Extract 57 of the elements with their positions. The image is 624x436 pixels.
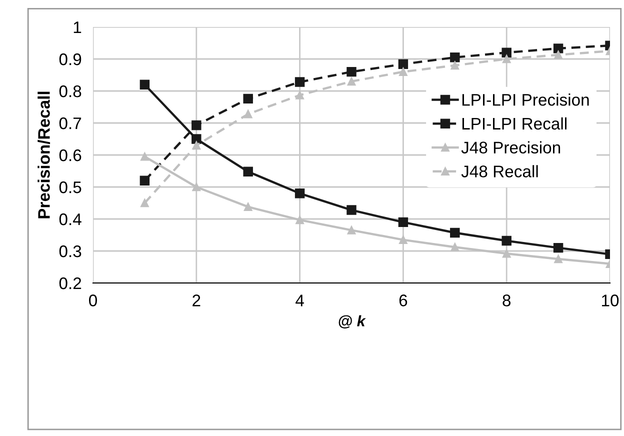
point xyxy=(140,176,150,186)
point xyxy=(294,188,305,198)
point xyxy=(502,236,512,246)
point xyxy=(243,166,253,176)
point xyxy=(244,110,252,118)
x-tick-label: 8 xyxy=(502,294,511,306)
point xyxy=(450,52,460,62)
y-tick-label: 0.3 xyxy=(59,245,82,258)
point xyxy=(346,66,356,77)
point xyxy=(244,202,252,212)
y-tick-label: 0.6 xyxy=(59,149,82,162)
point xyxy=(294,77,305,87)
point xyxy=(347,77,356,86)
x-tick-label: 10 xyxy=(602,294,619,306)
point xyxy=(502,249,511,258)
point xyxy=(192,120,202,130)
y-tick-label: 1 xyxy=(74,22,82,34)
y-tick-label: 0.5 xyxy=(59,181,82,194)
point xyxy=(450,242,460,252)
x-tick-label: 2 xyxy=(192,294,200,306)
point xyxy=(192,141,201,150)
x-axis-title: @ k xyxy=(338,315,366,328)
point xyxy=(398,217,408,228)
point xyxy=(553,44,564,54)
y-tick-label: 0.4 xyxy=(59,213,82,226)
point xyxy=(140,152,149,161)
x-tick-label: 6 xyxy=(399,294,408,306)
point xyxy=(347,226,356,234)
point xyxy=(553,242,564,253)
point xyxy=(296,90,304,100)
point xyxy=(192,134,202,144)
point xyxy=(399,68,408,76)
point xyxy=(502,48,512,58)
x-tick-label: 4 xyxy=(296,294,304,306)
point xyxy=(398,59,408,69)
legend-label: LPI-LPI Precision xyxy=(462,94,589,106)
point xyxy=(554,50,562,60)
y-tick-label: 0.9 xyxy=(59,53,82,66)
y-tick-label: 0.8 xyxy=(59,85,82,98)
point xyxy=(450,61,460,70)
legend-label: LPI-LPI Recall xyxy=(462,117,566,130)
legend-label: J48 Precision xyxy=(461,141,560,154)
point xyxy=(346,205,356,215)
point xyxy=(192,182,201,192)
legend-label: J48 Recall xyxy=(461,165,538,178)
point xyxy=(296,216,304,224)
x-tick-label: 0 xyxy=(89,294,97,306)
y-tick-label: 0.2 xyxy=(59,277,82,290)
point xyxy=(502,54,511,64)
point xyxy=(243,94,253,104)
point xyxy=(554,254,562,264)
point xyxy=(399,236,408,244)
point xyxy=(140,198,149,208)
point xyxy=(450,228,460,238)
point xyxy=(140,80,150,90)
y-tick-label: 0.7 xyxy=(59,117,82,130)
y-axis-title: Precision/Recall xyxy=(38,92,50,218)
